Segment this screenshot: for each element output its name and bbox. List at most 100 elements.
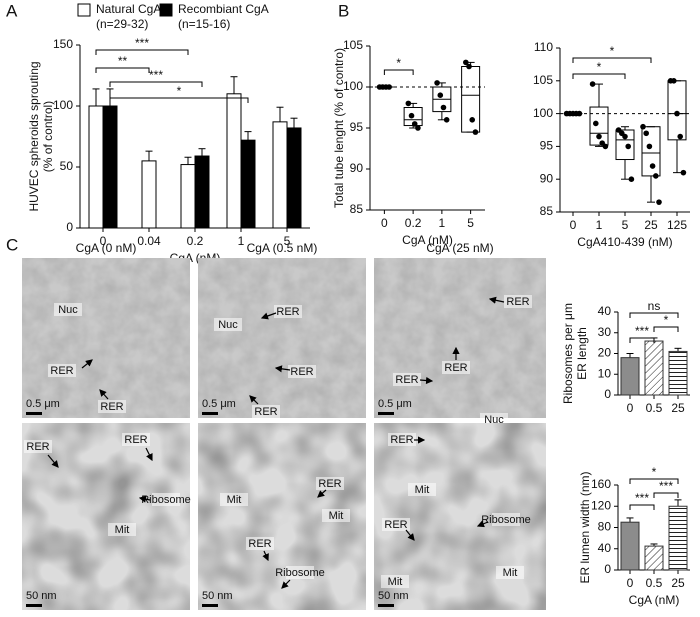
label-bg xyxy=(108,523,136,536)
micrograph-label: RER xyxy=(390,434,413,446)
data-point xyxy=(415,125,421,131)
y-tick-label: 90 xyxy=(540,171,554,185)
panel-label: A xyxy=(6,1,18,20)
micrograph-label: Nuc xyxy=(58,304,78,316)
y-tick-label: 100 xyxy=(53,98,73,112)
micrograph-label: RER xyxy=(290,366,313,378)
significance-label: * xyxy=(652,465,657,479)
legend-note: (n=15-16) xyxy=(178,17,230,31)
micrograph-label: Mit xyxy=(503,567,518,579)
x-tick-label: 0.2 xyxy=(187,234,204,248)
data-point xyxy=(408,112,415,119)
bar xyxy=(240,139,256,229)
panel-label: C xyxy=(6,235,18,254)
data-point xyxy=(443,117,450,123)
micrograph-label: Nuc xyxy=(484,414,504,426)
x-tick-label: 25 xyxy=(671,576,685,590)
data-point xyxy=(649,163,656,169)
data-point xyxy=(596,133,602,140)
significance-label: *** xyxy=(149,68,163,82)
data-point xyxy=(593,120,599,127)
arrow xyxy=(281,579,291,589)
significance-bracket xyxy=(572,73,626,79)
label-bg xyxy=(98,400,126,413)
y-tick-label: 100 xyxy=(343,79,363,93)
x-tick-label: 5 xyxy=(622,218,629,232)
arrow xyxy=(262,550,269,562)
label-bg xyxy=(152,493,180,506)
micrograph-label: Mit xyxy=(415,484,430,496)
data-point xyxy=(680,169,687,176)
label-bg xyxy=(252,405,280,418)
micrograph-title: CgA (0 nM) xyxy=(76,241,137,255)
y-tick-label: 120 xyxy=(591,498,611,512)
data-point xyxy=(434,80,440,86)
x-tick-label: 25 xyxy=(671,401,685,415)
legend-swatch xyxy=(159,3,173,17)
y-tick-label: 105 xyxy=(343,38,363,52)
data-point xyxy=(625,143,631,150)
data-point xyxy=(386,84,392,90)
significance-bracket xyxy=(95,67,150,73)
label-bg xyxy=(316,477,344,490)
micrograph-texture xyxy=(374,258,546,418)
y-axis-label: HUVEC spheroids sprouting xyxy=(27,61,41,211)
significance-label: *** xyxy=(659,479,673,493)
label-bg xyxy=(24,440,52,453)
data-point xyxy=(674,110,680,117)
significance-bracket xyxy=(95,49,189,55)
data-point xyxy=(411,121,418,127)
arrow xyxy=(249,395,259,405)
label-bg xyxy=(54,303,82,316)
data-point xyxy=(640,123,646,130)
bar xyxy=(272,121,288,229)
bar xyxy=(180,164,196,229)
label-bg xyxy=(382,518,410,531)
y-axis-label: ER lumen width (nm) xyxy=(578,471,592,583)
y-tick-label: 100 xyxy=(533,106,553,120)
significance-bracket xyxy=(109,97,249,103)
scale-bar-label: 0.5 μm xyxy=(202,398,236,410)
arrow xyxy=(99,389,109,400)
data-point xyxy=(628,176,635,182)
micrograph-label: Ribosome xyxy=(481,514,531,526)
label-bg xyxy=(214,318,242,331)
arrow xyxy=(274,365,291,373)
bar xyxy=(88,105,104,229)
x-tick-label: 0 xyxy=(627,576,634,590)
x-tick-label: 1 xyxy=(439,216,446,230)
y-axis-label: Ribosomes per μm xyxy=(561,303,575,404)
scale-bar-label: 50 nm xyxy=(202,590,233,602)
y-tick-label: 0 xyxy=(604,562,611,576)
label-bg xyxy=(496,566,524,579)
scale-bar-label: 0.5 μm xyxy=(378,398,412,410)
data-point xyxy=(437,92,444,98)
micrograph-label: RER xyxy=(100,401,123,413)
data-point xyxy=(671,78,677,84)
micrograph-title: CgA (0.5 nM) xyxy=(247,241,318,255)
significance-label: *** xyxy=(635,491,649,505)
y-tick-label: 10 xyxy=(598,366,612,380)
data-point xyxy=(643,130,649,137)
arrow xyxy=(476,520,489,528)
significance-label: ns xyxy=(648,299,661,313)
x-axis-label: CgA (nM) xyxy=(629,593,680,607)
y-axis-label: (% of control) xyxy=(41,101,55,172)
label-bg xyxy=(408,483,436,496)
box xyxy=(641,126,661,177)
micrograph-label: Ribosome xyxy=(275,567,325,579)
box xyxy=(461,66,481,133)
micrograph-label: RER xyxy=(276,306,299,318)
bar xyxy=(644,340,664,396)
bar xyxy=(644,545,664,571)
x-tick-label: 1 xyxy=(238,234,245,248)
arrow xyxy=(260,312,277,320)
label-bg xyxy=(442,361,470,374)
x-tick-label: 0.5 xyxy=(646,401,663,415)
y-tick-label: 30 xyxy=(598,325,612,339)
bar xyxy=(102,105,118,229)
bar xyxy=(668,505,688,571)
significance-bracket xyxy=(629,337,655,343)
data-point xyxy=(440,104,447,111)
